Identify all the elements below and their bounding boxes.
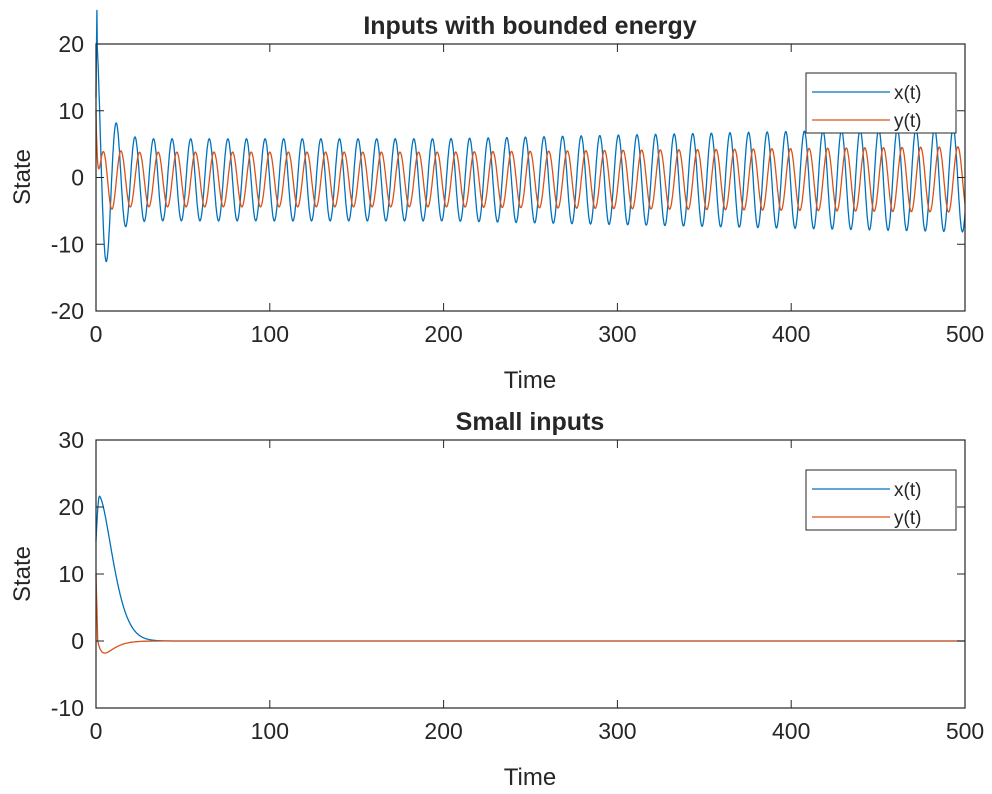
- bottom-xtick-label: 100: [251, 718, 289, 744]
- top-legend-box: [805, 72, 957, 134]
- top-xtick-label: 0: [90, 321, 103, 347]
- top-series-y-line: [95, 110, 966, 213]
- bottom-ytick-label: -10: [51, 695, 84, 721]
- bottom-lines: [95, 495, 965, 654]
- top-legend-label-y: y(t): [894, 111, 921, 132]
- bottom-ytick-label: 30: [58, 427, 84, 453]
- bottom-xlabel: Time: [504, 764, 556, 791]
- top-ytick-label: 10: [58, 98, 84, 124]
- top-title: Inputs with bounded energy: [363, 12, 696, 40]
- top-xtick-label: 200: [424, 321, 462, 347]
- bottom-legend: x(t) y(t): [805, 469, 957, 531]
- top-lines: [95, 9, 966, 263]
- top-legend: x(t) y(t): [805, 72, 957, 134]
- bottom-ylabel: State: [9, 546, 36, 602]
- top-xlabel: Time: [504, 367, 556, 394]
- top-legend-label-x: x(t): [894, 83, 921, 104]
- bottom-ytick-label: 10: [58, 561, 84, 587]
- top-ytick-label: -10: [51, 231, 84, 257]
- bottom-xtick-label: 400: [772, 718, 810, 744]
- top-xtick-label: 300: [598, 321, 636, 347]
- bottom-legend-label-y: y(t): [894, 508, 921, 529]
- bottom-ytick-label: 20: [58, 494, 84, 520]
- top-ytick-label: -20: [51, 298, 84, 324]
- top-ticks: 0 100 200 300 400 500 -20 -10 0 10 20: [51, 31, 984, 347]
- top-xtick-label: 100: [251, 321, 289, 347]
- bottom-xtick-label: 200: [424, 718, 462, 744]
- top-xtick-label: 500: [946, 321, 984, 347]
- top-ylabel: State: [9, 149, 36, 205]
- top-ytick-label: 0: [71, 165, 84, 191]
- bottom-legend-box: [805, 469, 957, 531]
- bottom-ytick-label: 0: [71, 628, 84, 654]
- top-ytick-label: 20: [58, 31, 84, 57]
- bottom-legend-label-x: x(t): [894, 480, 921, 501]
- bottom-title: Small inputs: [456, 408, 605, 436]
- bottom-xtick-label: 500: [946, 718, 984, 744]
- top-xtick-label: 400: [772, 321, 810, 347]
- bottom-xtick-label: 300: [598, 718, 636, 744]
- top-series-x-line: [95, 9, 966, 263]
- bottom-xtick-label: 0: [90, 718, 103, 744]
- bottom-series-y-line: [95, 573, 965, 654]
- top-subplot: 0 100 200 300 400 500 -20 -10 0 10 20 Inputs with …: [9, 9, 984, 394]
